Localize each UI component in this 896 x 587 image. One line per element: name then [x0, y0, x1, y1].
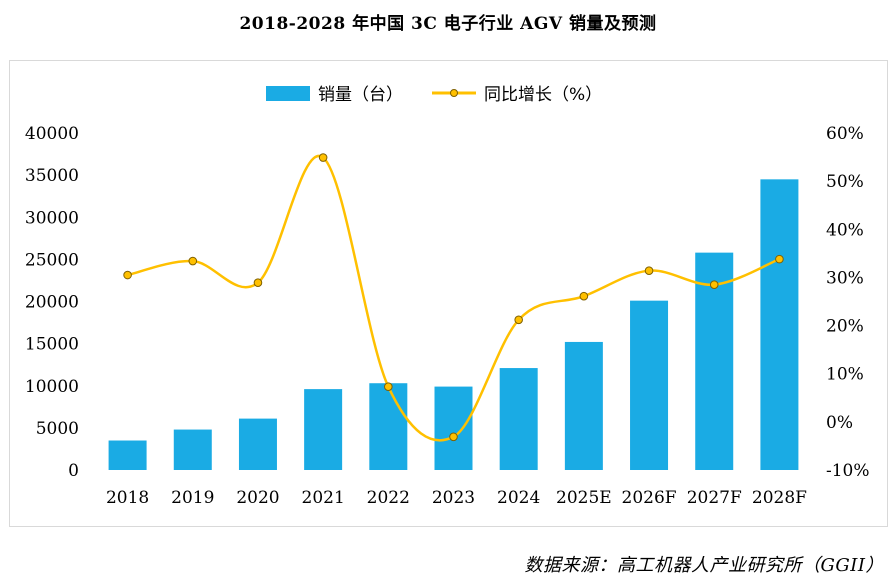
growth-point-2021: [318, 153, 328, 162]
growth-point-2025E: [579, 291, 589, 301]
growth-point-2019: [188, 256, 198, 266]
x-tick-label: 2024: [497, 488, 540, 508]
right-tick-label: 0%: [826, 413, 853, 433]
right-tick-label: 30%: [826, 268, 864, 288]
growth-point-2027F: [709, 280, 719, 289]
growth-point-2020: [253, 278, 263, 288]
right-tick-label: 40%: [826, 220, 864, 240]
x-tick-label: 2021: [302, 488, 345, 508]
chart-frame: [9, 60, 888, 527]
left-tick-label: 30000: [25, 208, 79, 228]
growth-point-2028F: [775, 254, 784, 264]
growth-point-2022: [384, 382, 393, 392]
left-tick-label: 10000: [25, 377, 79, 397]
legend-line-label: 同比增长（%）: [484, 85, 602, 105]
growth-point-2018: [123, 270, 132, 280]
bar-2028F: [760, 179, 799, 470]
left-axis-ticks: 0 5000 10000 15000 20000 25000 30000 35000 40000: [25, 124, 79, 481]
x-tick-label: 2020: [236, 488, 279, 508]
bar-2022: [369, 383, 408, 470]
growth-point-2024: [514, 315, 523, 325]
right-tick-label: 50%: [826, 172, 864, 192]
x-tick-label: 2028F: [752, 488, 807, 508]
x-tick-label: 2027F: [687, 488, 742, 508]
legend-line-marker: [450, 89, 458, 97]
left-tick-label: 25000: [25, 250, 79, 270]
growth-point-2026F: [644, 266, 654, 275]
x-tick-label: 2025E: [556, 488, 612, 508]
left-tick-label: 20000: [25, 293, 79, 313]
bar-series: [108, 179, 799, 470]
bar-2023: [434, 386, 473, 470]
left-tick-label: 15000: [25, 335, 79, 355]
right-tick-label: 10%: [826, 365, 864, 385]
chart-title: 2018-2028 年中国 3C 电子行业 AGV 销量及预测: [239, 14, 657, 34]
growth-point-2023: [449, 432, 458, 442]
bar-2020: [238, 418, 277, 470]
right-tick-label: 20%: [826, 317, 864, 337]
bar-2025E: [564, 341, 603, 470]
source-note: 数据来源：高工机器人产业研究所（GGII）: [524, 555, 884, 576]
left-tick-label: 40000: [25, 124, 79, 144]
bar-2024: [499, 368, 538, 470]
bar-2021: [304, 389, 343, 470]
left-tick-label: 35000: [25, 166, 79, 186]
right-tick-label: 60%: [826, 124, 864, 144]
growth-markers: [123, 153, 784, 442]
bar-2026F: [630, 300, 669, 470]
right-axis-ticks: -10% 0% 10% 20% 30% 40% 50% 60%: [826, 124, 870, 481]
legend-bar-swatch: [266, 86, 310, 101]
bar-2019: [173, 429, 212, 470]
legend: 销量（台） 同比增长（%）: [266, 85, 602, 105]
x-tick-label: 2023: [432, 488, 475, 508]
right-tick-label: -10%: [826, 461, 870, 481]
x-tick-label: 2022: [367, 488, 410, 508]
x-axis-ticks: 2018 2019 2020 2021 2022 2023 2024 2025E 2026F 20…: [106, 488, 807, 508]
x-tick-label: 2018: [106, 488, 149, 508]
legend-bar-label: 销量（台）: [318, 85, 403, 105]
x-tick-label: 2026F: [622, 488, 677, 508]
left-tick-label: 5000: [36, 419, 79, 439]
left-tick-label: 0: [68, 461, 79, 481]
bar-2018: [108, 440, 147, 470]
x-tick-label: 2019: [171, 488, 214, 508]
